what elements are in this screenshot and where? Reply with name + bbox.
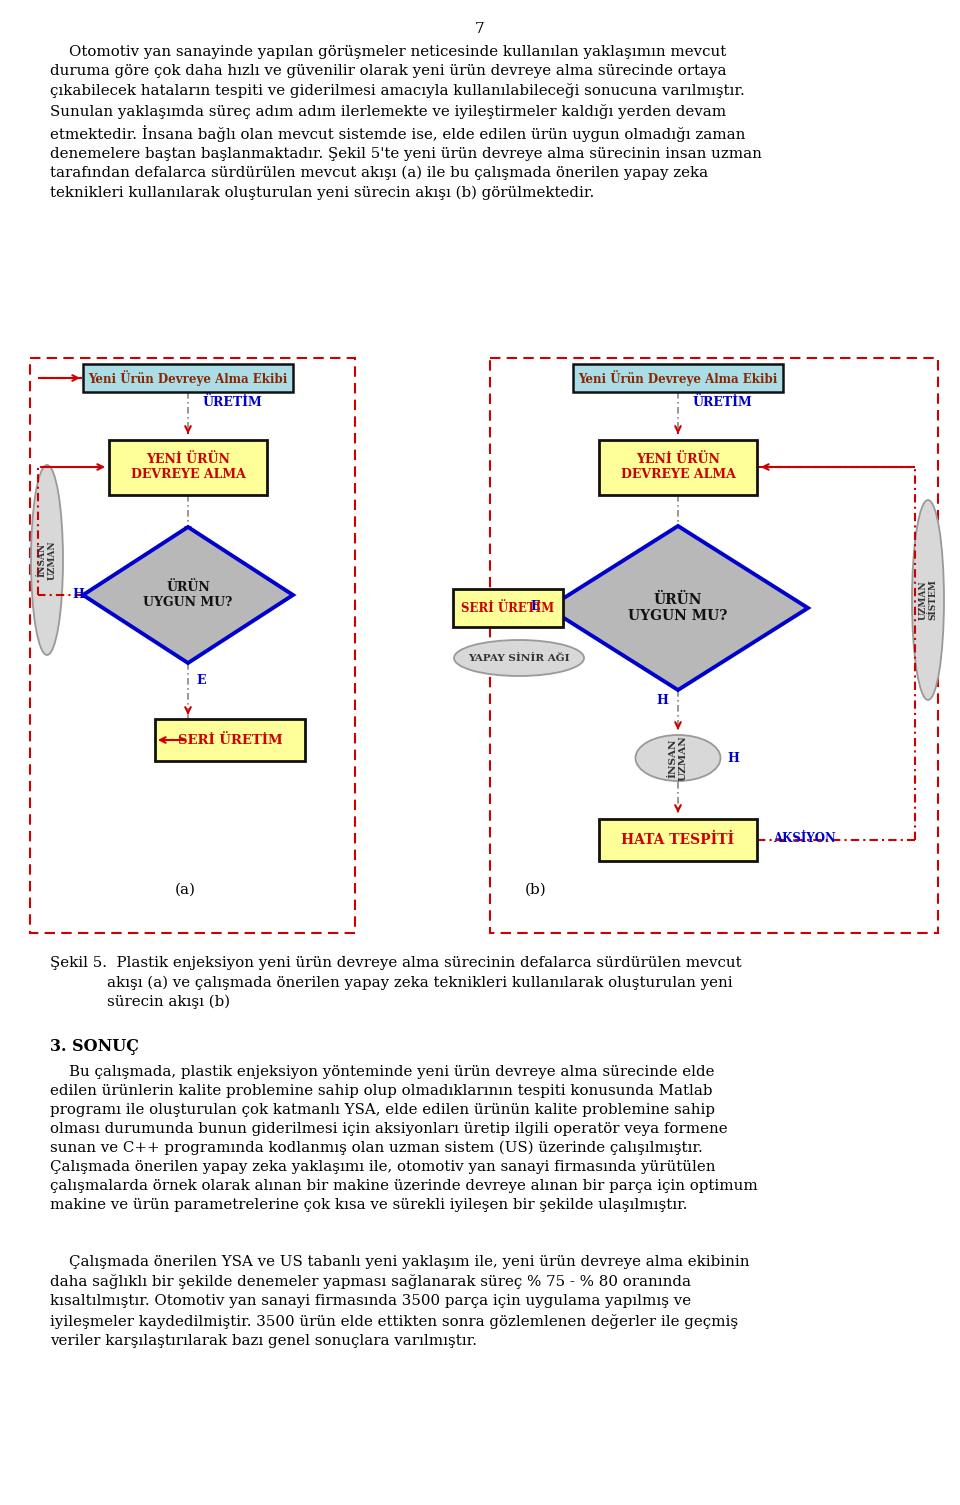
Text: YAPAY SİNİR AĞI: YAPAY SİNİR AĞI: [468, 653, 570, 662]
Ellipse shape: [636, 734, 721, 781]
Bar: [155, 719, 305, 762]
Text: Yeni Ürün Devreye Alma Ekibi: Yeni Ürün Devreye Alma Ekibi: [578, 370, 778, 385]
Ellipse shape: [31, 465, 63, 655]
Text: Çalışmada önerilen YSA ve US tabanlı yeni yaklaşım ile, yeni ürün devreye alma e: Çalışmada önerilen YSA ve US tabanlı yen…: [50, 1255, 750, 1347]
Text: Bu çalışmada, plastik enjeksiyon yönteminde yeni ürün devreye alma sürecinde eld: Bu çalışmada, plastik enjeksiyon yöntemi…: [50, 1066, 757, 1212]
Text: ÜRETİM: ÜRETİM: [693, 396, 753, 408]
Text: SERİ ÜRETİM: SERİ ÜRETİM: [462, 602, 555, 614]
Text: YENİ ÜRÜN
DEVREYE ALMA: YENİ ÜRÜN DEVREYE ALMA: [620, 453, 735, 482]
Bar: [599, 439, 757, 495]
Bar: [453, 588, 563, 628]
Text: E: E: [196, 674, 205, 686]
Text: Otomotiv yan sanayinde yapılan görüşmeler neticesinde kullanılan yaklaşımın mevc: Otomotiv yan sanayinde yapılan görüşmele…: [50, 45, 762, 200]
Text: HATA TESPİTİ: HATA TESPİTİ: [621, 832, 734, 847]
Bar: [490, 358, 938, 933]
Text: İNSAN
UZMAN: İNSAN UZMAN: [668, 734, 687, 781]
Text: Şekil 5.  Plastik enjeksiyon yeni ürün devreye alma sürecinin defalarca sürdürül: Şekil 5. Plastik enjeksiyon yeni ürün de…: [50, 956, 742, 1008]
Text: AKSİYON: AKSİYON: [773, 832, 836, 846]
Polygon shape: [548, 527, 808, 689]
Ellipse shape: [454, 640, 584, 676]
Text: ÜRÜN
UYGUN MU?: ÜRÜN UYGUN MU?: [628, 593, 728, 623]
Text: Yeni Ürün Devreye Alma Ekibi: Yeni Ürün Devreye Alma Ekibi: [88, 370, 288, 385]
Text: YENİ ÜRÜN
DEVREYE ALMA: YENİ ÜRÜN DEVREYE ALMA: [131, 453, 246, 482]
Text: (b): (b): [525, 883, 547, 897]
Bar: [599, 819, 757, 861]
Text: H: H: [656, 694, 668, 706]
Text: (a): (a): [175, 883, 196, 897]
Ellipse shape: [912, 500, 944, 700]
Text: H: H: [72, 587, 84, 600]
Bar: [573, 364, 783, 391]
Text: SERİ ÜRETİM: SERİ ÜRETİM: [178, 733, 282, 746]
Bar: [109, 439, 267, 495]
Text: 3. SONUÇ: 3. SONUÇ: [50, 1038, 139, 1055]
Bar: [83, 364, 293, 391]
Text: UZMAN
SİSTEM: UZMAN SİSTEM: [919, 579, 938, 620]
Polygon shape: [83, 527, 293, 664]
Text: H: H: [727, 751, 739, 765]
Text: ÜRETİM: ÜRETİM: [203, 396, 263, 408]
Text: 7: 7: [475, 23, 485, 36]
Bar: [30, 358, 355, 933]
Text: İNSAN
UZMAN: İNSAN UZMAN: [37, 540, 57, 579]
Text: ÜRÜN
UYGUN MU?: ÜRÜN UYGUN MU?: [143, 581, 232, 610]
Text: E: E: [530, 600, 540, 614]
